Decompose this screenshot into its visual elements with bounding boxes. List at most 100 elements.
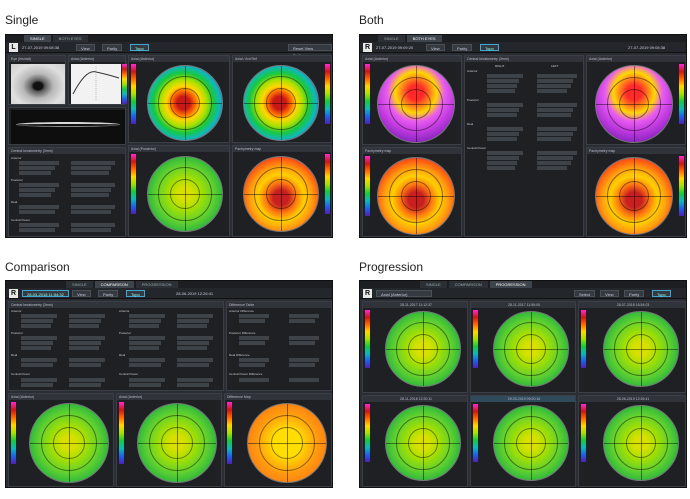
table-row bbox=[11, 363, 221, 367]
subhead-axial-graph[interactable]: Axial (Anterior) bbox=[69, 56, 125, 62]
subhead-axial-left[interactable]: Axial (Anterior) bbox=[587, 56, 685, 62]
subhead-posterior[interactable]: Axial (Posterior) bbox=[129, 146, 229, 152]
color-scale bbox=[679, 156, 684, 216]
view-button[interactable]: View bbox=[426, 44, 445, 51]
pachymetry-map[interactable] bbox=[595, 157, 673, 235]
progression-map-3: 28-07-2018 16:54:03 bbox=[578, 301, 686, 393]
topo-button[interactable]: Topo bbox=[126, 290, 145, 297]
axial-map[interactable] bbox=[493, 405, 569, 481]
exam-date-left[interactable]: 27-07-2019 09:08:38 bbox=[628, 45, 666, 50]
tab-both-eyes[interactable]: BOTH EYES bbox=[406, 35, 442, 42]
color-scale bbox=[365, 404, 370, 462]
tab-progression[interactable]: PROGRESSION bbox=[489, 281, 532, 288]
oct-scan-panel bbox=[8, 107, 126, 145]
axial-map[interactable] bbox=[137, 403, 217, 483]
eye-badge[interactable]: R bbox=[9, 289, 18, 298]
axial-map[interactable] bbox=[385, 311, 461, 387]
exam-date[interactable]: 27-07-2019 09:08:38 bbox=[22, 45, 60, 50]
section-central-power: Central Power bbox=[467, 146, 487, 150]
map-type-select[interactable]: Axial (Anterior) bbox=[376, 290, 432, 297]
map-date[interactable]: 28-07-2018 16:54:03 bbox=[579, 302, 685, 308]
subhead-axial-later[interactable]: Axial (Anterior) bbox=[117, 394, 221, 400]
tab-comparison[interactable]: COMPARISON bbox=[94, 281, 134, 288]
subhead-axial-1[interactable]: Axial (Anterior) bbox=[129, 56, 229, 62]
view-button[interactable]: View bbox=[76, 44, 95, 51]
axial-map[interactable] bbox=[493, 311, 569, 387]
progression-map-2: 28-11-2017 11:55:00 bbox=[470, 301, 576, 393]
tab-progression[interactable]: PROGRESSION bbox=[135, 281, 178, 288]
view-button[interactable]: View bbox=[600, 290, 619, 297]
view-button[interactable]: View bbox=[72, 290, 91, 297]
axial-map[interactable] bbox=[595, 65, 673, 143]
subhead-keratometry[interactable]: Central keratometry (3mm) bbox=[9, 148, 125, 154]
map-date[interactable]: 29-03-2019 09:20:16 bbox=[471, 396, 575, 402]
select-button[interactable]: Select bbox=[574, 290, 596, 297]
toolbar: R 28-03-2018 11:54:32 View Parity Topo 2… bbox=[6, 288, 332, 299]
parity-button[interactable]: Parity bbox=[102, 44, 123, 51]
single-screenshot: SINGLE BOTH EYES L 27-07-2019 09:08:38 V… bbox=[5, 34, 333, 238]
axial-map[interactable] bbox=[603, 405, 679, 481]
table-row bbox=[11, 378, 221, 382]
table-row bbox=[11, 161, 123, 165]
cornea-section bbox=[15, 122, 121, 127]
table-row bbox=[11, 336, 221, 340]
axial-map-panel-2: Axial / Ant Ref bbox=[232, 55, 332, 143]
axial-map[interactable] bbox=[147, 65, 223, 141]
table-row bbox=[11, 324, 221, 328]
axial-map[interactable] bbox=[377, 65, 455, 143]
axial-map[interactable] bbox=[385, 405, 461, 481]
subhead-difference-table[interactable]: Difference Table bbox=[227, 302, 331, 308]
axial-map[interactable] bbox=[603, 311, 679, 387]
exam-date-left[interactable]: 28-03-2018 11:54:32 bbox=[22, 290, 69, 297]
subhead-axial-2[interactable]: Axial / Ant Ref bbox=[233, 56, 331, 62]
pachymetry-map[interactable] bbox=[377, 157, 455, 235]
pachymetry-map[interactable] bbox=[243, 156, 319, 232]
subhead-eye[interactable]: Eye (Iris/dat) bbox=[9, 56, 65, 62]
tab-single[interactable]: SINGLE bbox=[378, 35, 405, 42]
table-row bbox=[467, 74, 581, 78]
parity-button[interactable]: Parity bbox=[452, 44, 473, 51]
eye-badge[interactable]: R bbox=[363, 43, 372, 52]
topo-button[interactable]: Topo bbox=[480, 44, 499, 51]
tab-bar: SINGLE COMPARISON PROGRESSION bbox=[6, 281, 332, 288]
color-scale bbox=[473, 404, 478, 462]
subhead-keratometry[interactable]: Central keratometry (3mm) bbox=[9, 302, 223, 308]
subhead-axial-right[interactable]: Axial (Anterior) bbox=[363, 56, 461, 62]
map-date[interactable]: 28-11-2017 11:55:00 bbox=[471, 302, 575, 308]
difference-map[interactable] bbox=[247, 403, 327, 483]
tab-single[interactable]: SINGLE bbox=[66, 281, 93, 288]
subhead-axial-earlier[interactable]: Axial (Anterior) bbox=[9, 394, 113, 400]
map-date[interactable]: 28-11-2018 12:20:11 bbox=[363, 396, 467, 402]
both-screenshot: SINGLE BOTH EYES R 27-07-2019 09:09:20 V… bbox=[359, 34, 687, 238]
table-row bbox=[467, 103, 581, 107]
tab-single[interactable]: SINGLE bbox=[420, 281, 447, 288]
diff-anterior: Anterior Difference bbox=[229, 309, 254, 313]
exam-date-right[interactable]: 28-06-2019 12:26:41 bbox=[176, 291, 214, 296]
topo-button[interactable]: Topo bbox=[130, 44, 149, 51]
map-date[interactable]: 28-06-2019 12:26:41 bbox=[579, 396, 685, 402]
reset-view-button[interactable]: Reset View Settings bbox=[288, 44, 332, 58]
tab-single[interactable]: SINGLE bbox=[24, 35, 51, 42]
subhead-pachymetry[interactable]: Pachymetry map bbox=[233, 146, 331, 152]
subhead-pach-left[interactable]: Pachymetry map bbox=[587, 148, 685, 154]
table-row bbox=[11, 205, 123, 209]
subhead-pach-right[interactable]: Pachymetry map bbox=[363, 148, 461, 154]
eye-badge[interactable]: R bbox=[363, 289, 372, 298]
eye-badge[interactable]: L bbox=[9, 43, 18, 52]
topo-button[interactable]: Topo bbox=[652, 290, 671, 297]
subhead-difference-map[interactable]: Difference Map bbox=[225, 394, 331, 400]
map-date[interactable]: 28-11-2017 11:12:37 bbox=[363, 302, 467, 308]
axial-map[interactable] bbox=[243, 65, 319, 141]
heading-progression: Progression bbox=[359, 260, 424, 274]
parity-button[interactable]: Parity bbox=[98, 290, 119, 297]
tab-comparison[interactable]: COMPARISON bbox=[448, 281, 488, 288]
posterior-map[interactable] bbox=[147, 156, 223, 232]
table-row bbox=[11, 171, 123, 175]
toolbar: L 27-07-2019 09:08:38 View Parity Topo R… bbox=[6, 42, 332, 58]
section-posterior: Posterior bbox=[467, 98, 480, 102]
subhead-keratometry[interactable]: Central keratometry (3mm) bbox=[465, 56, 583, 62]
tab-both-eyes[interactable]: BOTH EYES bbox=[52, 35, 88, 42]
exam-date-right[interactable]: 27-07-2019 09:09:20 bbox=[376, 45, 414, 50]
parity-button[interactable]: Parity bbox=[624, 290, 645, 297]
axial-map[interactable] bbox=[29, 403, 109, 483]
